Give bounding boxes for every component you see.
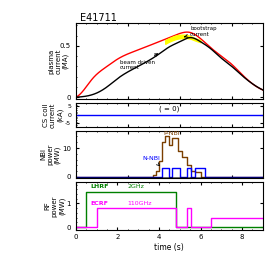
Text: 110GHz: 110GHz [128,201,152,206]
Text: 2GHz: 2GHz [128,184,145,189]
Y-axis label: NBI
power
(MW): NBI power (MW) [40,144,61,165]
Y-axis label: plasma
current
(MA): plasma current (MA) [48,49,69,74]
Text: P-NBI: P-NBI [163,131,180,136]
Text: N-NBI: N-NBI [142,156,160,166]
Text: beam driven
current: beam driven current [120,54,158,70]
X-axis label: time (s): time (s) [154,243,184,252]
Text: bootstrap
current: bootstrap current [185,26,217,37]
Y-axis label: RF
power
(MW): RF power (MW) [45,195,65,217]
Text: E41711: E41711 [80,13,117,23]
Text: LHRF: LHRF [91,184,109,189]
Y-axis label: CS coil
current
(kA): CS coil current (kA) [43,102,63,128]
Text: ( = 0): ( = 0) [159,106,180,112]
Text: ECRF: ECRF [91,201,108,206]
